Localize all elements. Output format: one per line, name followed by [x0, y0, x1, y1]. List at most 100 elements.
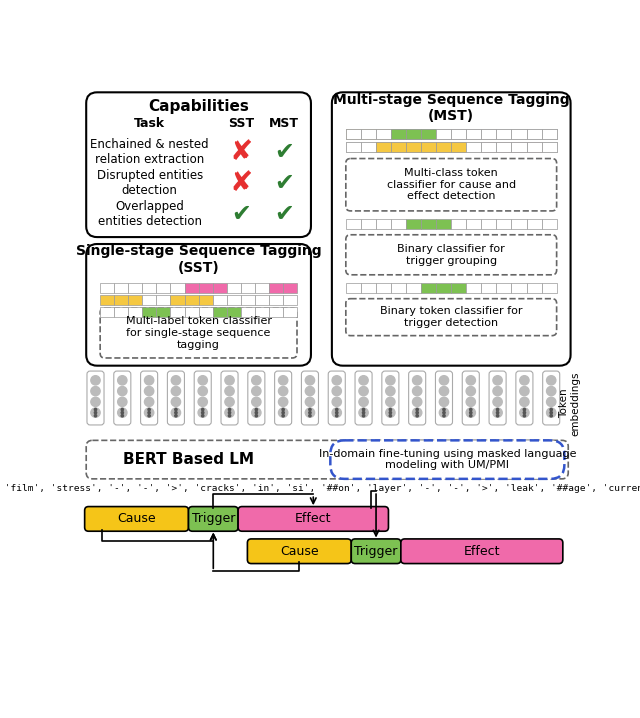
Circle shape — [416, 414, 419, 417]
Circle shape — [308, 411, 311, 414]
Circle shape — [278, 397, 288, 406]
Bar — [184, 307, 198, 317]
Bar — [346, 129, 361, 139]
Bar — [361, 129, 376, 139]
Circle shape — [94, 411, 97, 414]
Bar — [451, 142, 467, 152]
Circle shape — [278, 386, 288, 396]
Bar — [361, 129, 376, 139]
Circle shape — [439, 408, 449, 417]
Circle shape — [91, 376, 100, 385]
Text: ✔: ✔ — [274, 141, 294, 164]
Bar — [391, 129, 406, 139]
Circle shape — [332, 376, 341, 385]
Bar — [451, 142, 467, 152]
Bar — [361, 129, 376, 139]
FancyBboxPatch shape — [87, 371, 104, 425]
Circle shape — [255, 409, 257, 411]
Bar — [283, 282, 297, 292]
Text: Multi-label token classifier
for single-stage sequence
tagging: Multi-label token classifier for single-… — [125, 317, 271, 350]
Circle shape — [493, 376, 502, 385]
Circle shape — [550, 409, 552, 411]
Bar — [451, 129, 467, 139]
Bar — [376, 142, 391, 152]
Circle shape — [439, 376, 449, 385]
Circle shape — [228, 411, 230, 414]
Bar — [421, 129, 436, 139]
Circle shape — [145, 376, 154, 385]
Circle shape — [359, 408, 368, 417]
Circle shape — [145, 386, 154, 396]
Text: Binary token classifier for
trigger detection: Binary token classifier for trigger dete… — [380, 307, 522, 328]
Bar — [467, 142, 481, 152]
Text: BERT Based LM: BERT Based LM — [123, 452, 254, 467]
Circle shape — [278, 408, 288, 417]
Circle shape — [443, 414, 445, 417]
Circle shape — [389, 409, 392, 411]
FancyBboxPatch shape — [238, 507, 388, 531]
Text: ✘: ✘ — [230, 169, 253, 197]
FancyBboxPatch shape — [401, 539, 563, 564]
Circle shape — [175, 411, 177, 414]
Text: Multi-stage Sequence Tagging
(MST): Multi-stage Sequence Tagging (MST) — [333, 93, 570, 123]
Bar — [451, 129, 467, 139]
Bar — [497, 129, 511, 139]
Bar — [128, 307, 142, 317]
Bar — [391, 129, 406, 139]
FancyBboxPatch shape — [330, 440, 564, 479]
Bar — [283, 307, 297, 317]
Text: Effect: Effect — [295, 513, 332, 526]
Bar — [481, 129, 497, 139]
Text: Effect: Effect — [463, 545, 500, 558]
Circle shape — [198, 386, 207, 396]
Circle shape — [255, 414, 257, 417]
Circle shape — [252, 386, 261, 396]
Bar — [391, 282, 406, 292]
Bar — [114, 307, 128, 317]
Text: Overlapped
entities detection: Overlapped entities detection — [98, 200, 202, 228]
Bar — [497, 218, 511, 228]
Circle shape — [439, 386, 449, 396]
Bar — [436, 218, 451, 228]
Circle shape — [172, 386, 180, 396]
Circle shape — [335, 414, 338, 417]
Text: Trigger: Trigger — [191, 513, 235, 526]
Circle shape — [389, 414, 392, 417]
Bar — [156, 282, 170, 292]
Circle shape — [524, 409, 525, 411]
Text: ✔: ✔ — [274, 171, 294, 195]
Circle shape — [278, 376, 288, 385]
Circle shape — [91, 408, 100, 417]
Bar — [541, 129, 557, 139]
Bar — [436, 129, 451, 139]
Bar — [451, 282, 467, 292]
Circle shape — [121, 411, 124, 414]
Bar — [114, 295, 128, 305]
Bar — [406, 142, 421, 152]
Text: ✔: ✔ — [274, 202, 294, 226]
Bar — [511, 218, 527, 228]
Bar — [406, 129, 421, 139]
Bar — [376, 142, 391, 152]
Circle shape — [175, 414, 177, 417]
Bar — [184, 282, 198, 292]
Circle shape — [225, 397, 234, 406]
Bar — [421, 282, 436, 292]
Circle shape — [225, 386, 234, 396]
Bar — [376, 129, 391, 139]
Bar — [406, 142, 421, 152]
Bar — [436, 142, 451, 152]
FancyBboxPatch shape — [84, 507, 189, 531]
Bar — [467, 218, 481, 228]
Circle shape — [359, 397, 368, 406]
Bar — [212, 295, 227, 305]
Bar — [241, 282, 255, 292]
Bar — [156, 295, 170, 305]
Circle shape — [305, 376, 315, 385]
Bar — [421, 142, 436, 152]
FancyBboxPatch shape — [194, 371, 211, 425]
Bar — [497, 129, 511, 139]
Bar — [527, 218, 541, 228]
Bar — [391, 142, 406, 152]
Bar — [227, 282, 241, 292]
